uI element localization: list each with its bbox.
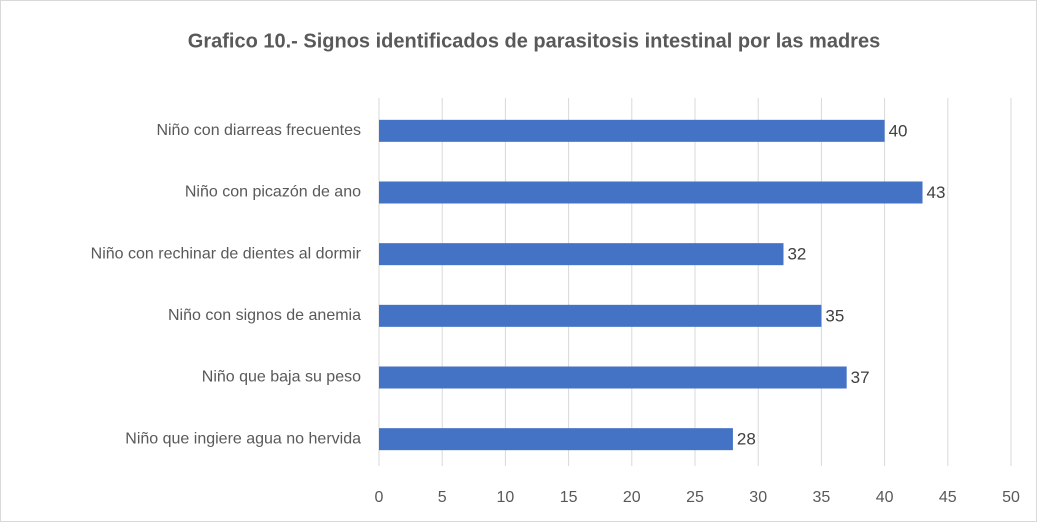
x-tick-label: 15 (560, 489, 578, 506)
y-tick-label: Niño que ingiere agua no hervida (125, 430, 361, 447)
data-label: 40 (889, 121, 908, 140)
x-tick-label: 30 (749, 489, 767, 506)
x-tick-label: 0 (375, 489, 384, 506)
bar (379, 119, 885, 142)
y-tick-label: Niño con rechinar de dientes al dormir (91, 245, 362, 262)
x-tick-label: 45 (939, 489, 957, 506)
bar (379, 304, 822, 327)
x-tick-label: 40 (876, 489, 894, 506)
y-tick-label: Niño con picazón de ano (185, 184, 361, 201)
data-label: 28 (737, 430, 756, 449)
bar (379, 243, 784, 266)
y-tick-label: Niño con diarreas frecuentes (156, 122, 361, 139)
x-tick-label: 50 (1002, 489, 1020, 506)
x-tick-label: 35 (813, 489, 831, 506)
data-label: 35 (825, 306, 844, 325)
x-tick-label: 10 (497, 489, 515, 506)
x-tick-label: 5 (438, 489, 447, 506)
x-tick-label: 20 (623, 489, 641, 506)
data-label: 32 (787, 245, 806, 264)
y-tick-label: Niño que baja su peso (202, 369, 361, 386)
bar (379, 181, 923, 204)
x-tick-label: 25 (686, 489, 704, 506)
bar (379, 366, 847, 389)
chart-title: Grafico 10.- Signos identificados de par… (188, 30, 880, 52)
data-label: 37 (851, 368, 870, 387)
bar (379, 428, 733, 451)
data-label: 43 (927, 183, 946, 202)
y-tick-label: Niño con signos de anemia (168, 307, 361, 324)
